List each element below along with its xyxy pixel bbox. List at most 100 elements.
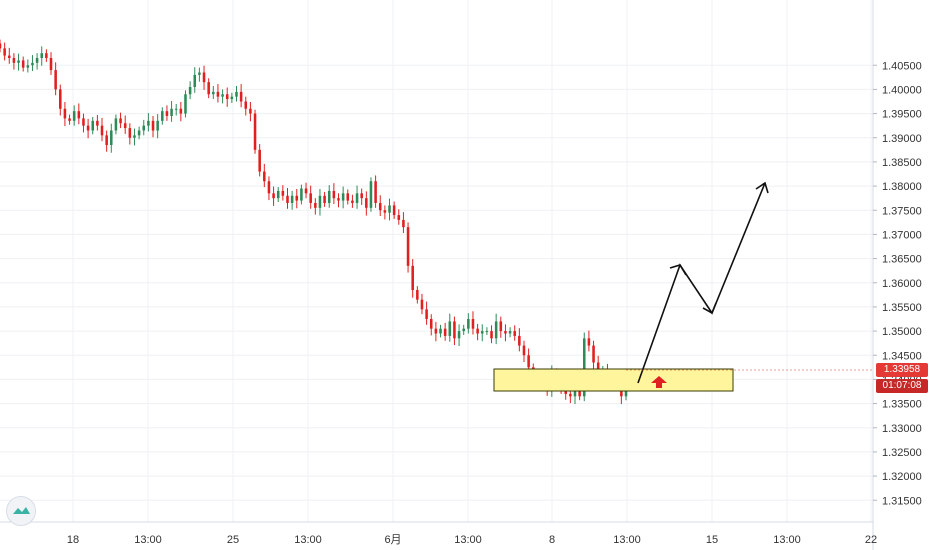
price-tick-label: 1.40000 [882,84,922,96]
candle-body [239,91,243,102]
candle-body [3,48,6,56]
candle-body [105,135,108,145]
candle-body [295,195,299,201]
candle-body [216,91,220,97]
candle-body [221,94,224,97]
candle [244,96,248,116]
time-tick-label: 25 [227,534,239,546]
candle-body [12,58,16,63]
candle-body [392,205,396,216]
candle [490,325,493,344]
price-tick-label: 1.36000 [882,278,922,290]
candle [439,324,442,338]
candle [128,123,132,145]
price-tick-label: 1.38500 [882,157,922,169]
candle-body [45,53,48,58]
candle-body [332,190,336,199]
projected-path[interactable] [637,182,766,384]
candle [443,322,447,341]
arrowhead-1 [669,264,687,276]
candle-body [198,72,201,75]
candle [476,323,479,341]
candle-body [300,188,303,201]
candle [59,84,62,116]
candle [91,116,95,135]
candle-body [54,70,57,90]
candle-body [596,362,600,373]
candle [378,195,382,217]
price-tick-label: 1.34500 [882,350,922,362]
candle [374,175,377,208]
candle-body [587,338,591,346]
candle-body [369,181,373,208]
candle [68,114,71,125]
time-tick-label: 13:00 [773,534,801,546]
price-tick-label: 1.38000 [882,181,922,193]
price-tick-label: 1.32500 [882,447,922,459]
candle-body [276,190,280,199]
candle-body [207,82,210,95]
candle [402,212,405,233]
candle-body [309,193,312,203]
candle-body [397,215,401,220]
candle [198,67,201,82]
candle [63,101,67,127]
candle-body [527,355,530,368]
candle-body [184,94,187,114]
candle [212,86,215,100]
candle [304,182,308,199]
candle-body [281,190,285,196]
candle-body [411,265,414,290]
candle-body [91,120,95,131]
candle-body [337,198,340,201]
candle-body [569,393,572,397]
candle-body [467,319,470,329]
candle [448,313,452,342]
candle-body [235,91,238,97]
candle-body [383,210,387,213]
time-tick-label: 6月 [384,534,401,546]
tradingview-logo-icon[interactable] [6,496,36,526]
candle [17,53,20,71]
candle [161,107,164,125]
candle-body [462,328,465,332]
candle [314,198,317,215]
candle-body [323,195,326,203]
candle-body [402,219,405,228]
candle [355,185,359,209]
candle-body [365,198,368,208]
candle-body [249,108,252,114]
time-axis[interactable]: 18 13:00 25 13:00 6月 13:00 8 13:00 15 13:00 22 [67,534,877,546]
up-arrow-icon [651,376,667,388]
candle-body [96,120,99,126]
candle-body [490,331,493,339]
support-zone[interactable] [493,368,734,392]
candle [397,209,401,225]
candle [508,327,512,338]
candle [518,328,521,352]
candle [105,130,108,152]
candle-body [72,111,76,121]
candle-body [147,120,150,126]
candle [420,293,424,315]
candle [457,324,461,347]
candle [392,201,396,219]
candle [369,177,373,212]
time-tick-label: 13:00 [454,534,482,546]
candle-body [578,391,581,397]
candle [165,105,169,121]
candle [453,316,456,346]
time-tick-label: 18 [67,534,79,546]
arrowhead-3 [755,181,769,194]
candle [383,205,387,220]
price-axis[interactable]: 1.40500 1.40000 1.39500 1.39000 1.38500 1.380… [873,60,922,507]
candle-body [179,108,183,114]
candle-body [123,123,127,129]
candle-body [592,345,595,363]
candle [286,188,289,209]
candle [40,46,44,66]
candle-body [21,60,25,68]
candle [184,90,187,118]
candle-body [225,94,229,100]
candle-body [286,195,289,203]
